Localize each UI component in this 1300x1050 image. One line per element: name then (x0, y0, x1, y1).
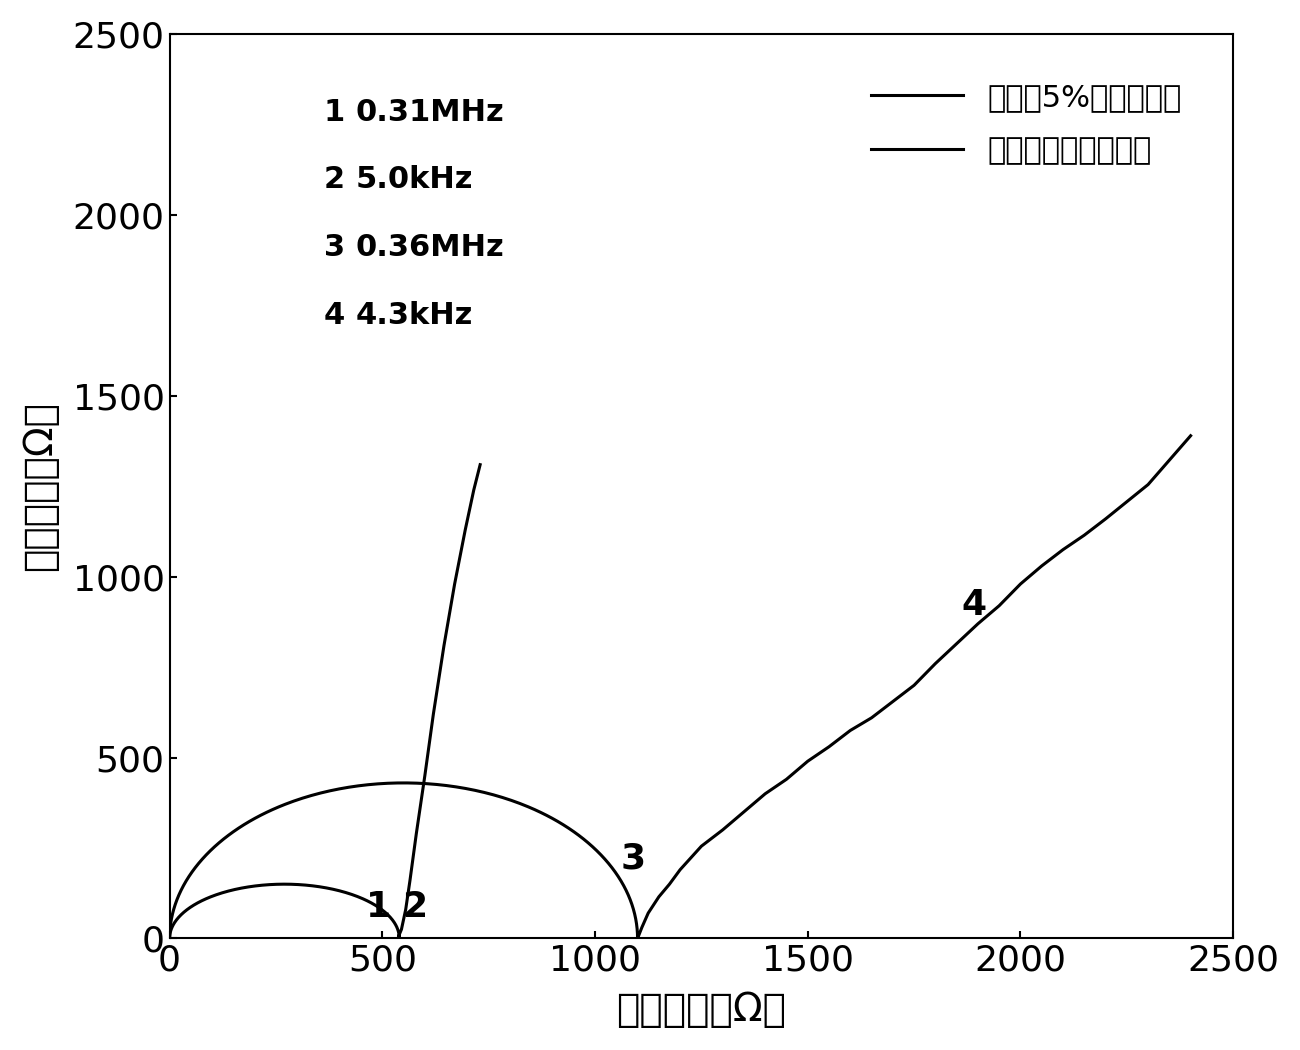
Text: 5.0kHz: 5.0kHz (356, 166, 473, 194)
Text: 3: 3 (324, 233, 344, 262)
Text: 0.31MHz: 0.31MHz (356, 98, 504, 127)
Text: 4: 4 (324, 301, 344, 330)
Text: 1: 1 (365, 890, 390, 924)
X-axis label: 实部阻抗（Ω）: 实部阻抗（Ω） (616, 991, 786, 1029)
Text: 1: 1 (324, 98, 344, 127)
Legend: 锂缺典5%的烧结样品, 锂不过量的烧结样品: 锂缺典5%的烧结样品, 锂不过量的烧结样品 (855, 67, 1196, 181)
Text: 4.3kHz: 4.3kHz (356, 301, 473, 330)
Text: 0.36MHz: 0.36MHz (356, 233, 504, 262)
Y-axis label: 虚部阻抗（Ω）: 虚部阻抗（Ω） (21, 401, 58, 571)
Text: 2: 2 (324, 166, 344, 194)
Text: 4: 4 (961, 588, 987, 622)
Text: 3: 3 (620, 841, 646, 875)
Text: 2: 2 (402, 890, 426, 924)
